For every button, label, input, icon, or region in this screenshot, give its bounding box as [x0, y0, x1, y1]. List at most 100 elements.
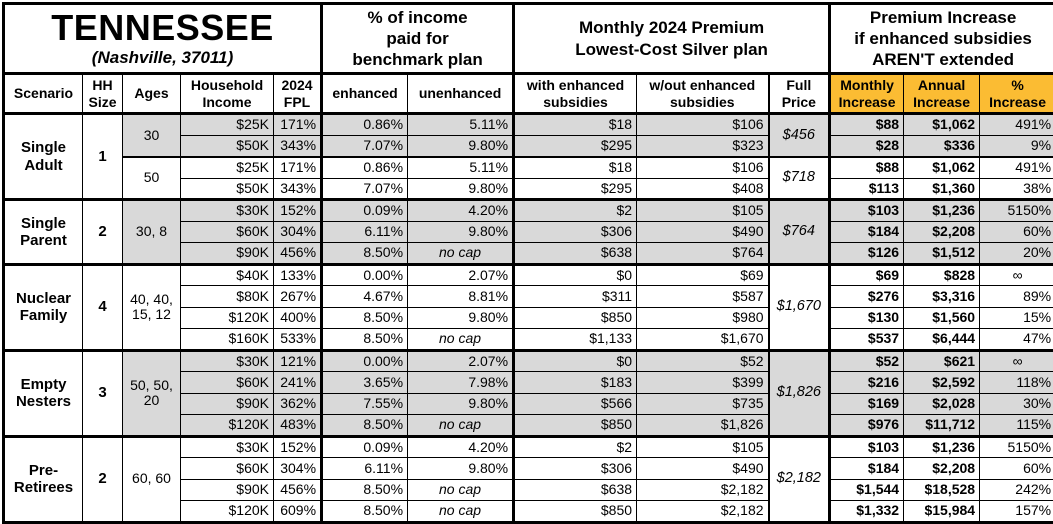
- cell-premium-without-subsidies: $408: [637, 178, 769, 200]
- cell-annual-increase: $1,360: [904, 178, 980, 200]
- cell-monthly-increase: $216: [830, 372, 904, 394]
- cell-ages: 30, 8: [123, 200, 181, 265]
- cell-household-income: $25K: [181, 114, 274, 136]
- cell-annual-increase: $1,236: [904, 200, 980, 222]
- cell-unenhanced-pct: 8.81%: [408, 286, 514, 308]
- cell-household-income: $90K: [181, 243, 274, 265]
- cell-premium-with-subsidies: $0: [514, 350, 637, 372]
- cell-monthly-increase: $537: [830, 329, 904, 351]
- premium-section-header: Monthly 2024 Premium Lowest-Cost Silver …: [514, 4, 830, 74]
- cell-premium-with-subsidies: $306: [514, 458, 637, 480]
- cell-pct-increase: ∞: [980, 350, 1053, 372]
- cell-annual-increase: $15,984: [904, 501, 980, 523]
- cell-premium-without-subsidies: $106: [637, 157, 769, 179]
- col-header-with-enhanced-subsidies: with enhanced subsidies: [514, 74, 637, 114]
- cell-premium-with-subsidies: $638: [514, 479, 637, 501]
- cell-pct-increase: 89%: [980, 286, 1053, 308]
- cell-household-income: $120K: [181, 501, 274, 523]
- cell-annual-increase: $6,444: [904, 329, 980, 351]
- cell-household-income: $90K: [181, 393, 274, 415]
- cell-premium-with-subsidies: $0: [514, 264, 637, 286]
- cell-fpl: 456%: [274, 243, 322, 265]
- cell-premium-with-subsidies: $850: [514, 501, 637, 523]
- col-header-ages: Ages: [123, 74, 181, 114]
- col-header-household-income: Household Income: [181, 74, 274, 114]
- cell-premium-without-subsidies: $52: [637, 350, 769, 372]
- cell-premium-without-subsidies: $735: [637, 393, 769, 415]
- cell-enhanced-pct: 7.07%: [322, 178, 408, 200]
- cell-annual-increase: $2,028: [904, 393, 980, 415]
- cell-monthly-increase: $976: [830, 415, 904, 437]
- cell-pct-increase: 491%: [980, 114, 1053, 136]
- column-header-row: Scenario HH Size Ages Household Income 2…: [4, 74, 1053, 114]
- cell-pct-increase: 242%: [980, 479, 1053, 501]
- cell-premium-without-subsidies: $764: [637, 243, 769, 265]
- cell-monthly-increase: $1,332: [830, 501, 904, 523]
- cell-enhanced-pct: 0.86%: [322, 114, 408, 136]
- cell-premium-without-subsidies: $490: [637, 458, 769, 480]
- cell-premium-with-subsidies: $1,133: [514, 329, 637, 351]
- cell-pct-increase: 115%: [980, 415, 1053, 437]
- cell-premium-without-subsidies: $980: [637, 307, 769, 329]
- cell-ages: 30: [123, 114, 181, 157]
- cell-scenario: Pre- Retirees: [4, 436, 83, 522]
- cell-fpl: 304%: [274, 458, 322, 480]
- cell-fpl: 609%: [274, 501, 322, 523]
- cell-enhanced-pct: 6.11%: [322, 221, 408, 243]
- cell-premium-without-subsidies: $2,182: [637, 479, 769, 501]
- cell-fpl: 400%: [274, 307, 322, 329]
- cell-enhanced-pct: 8.50%: [322, 329, 408, 351]
- cell-annual-increase: $2,208: [904, 458, 980, 480]
- cell-unenhanced-pct: no cap: [408, 501, 514, 523]
- cell-fpl: 171%: [274, 114, 322, 136]
- cell-monthly-increase: $28: [830, 135, 904, 157]
- cell-enhanced-pct: 4.67%: [322, 286, 408, 308]
- cell-pct-increase: 47%: [980, 329, 1053, 351]
- cell-premium-with-subsidies: $2: [514, 200, 637, 222]
- cell-annual-increase: $1,062: [904, 114, 980, 136]
- cell-premium-with-subsidies: $850: [514, 307, 637, 329]
- cell-pct-increase: 30%: [980, 393, 1053, 415]
- cell-ages: 50: [123, 157, 181, 200]
- cell-unenhanced-pct: 7.98%: [408, 372, 514, 394]
- cell-fpl: 171%: [274, 157, 322, 179]
- cell-pct-increase: 38%: [980, 178, 1053, 200]
- cell-pct-increase: 5150%: [980, 436, 1053, 458]
- cell-premium-without-subsidies: $106: [637, 114, 769, 136]
- cell-hh-size: 3: [83, 350, 123, 436]
- cell-premium-without-subsidies: $1,670: [637, 329, 769, 351]
- cell-household-income: $90K: [181, 479, 274, 501]
- cell-household-income: $80K: [181, 286, 274, 308]
- cell-unenhanced-pct: no cap: [408, 479, 514, 501]
- cell-fpl: 343%: [274, 135, 322, 157]
- cell-pct-increase: 60%: [980, 221, 1053, 243]
- cell-monthly-increase: $1,544: [830, 479, 904, 501]
- cell-unenhanced-pct: 4.20%: [408, 436, 514, 458]
- cell-full-price: $456: [769, 114, 830, 157]
- col-header-scenario: Scenario: [4, 74, 83, 114]
- cell-annual-increase: $2,592: [904, 372, 980, 394]
- cell-premium-with-subsidies: $295: [514, 135, 637, 157]
- cell-household-income: $60K: [181, 458, 274, 480]
- cell-fpl: 343%: [274, 178, 322, 200]
- cell-annual-increase: $2,208: [904, 221, 980, 243]
- cell-hh-size: 1: [83, 114, 123, 200]
- cell-pct-increase: 157%: [980, 501, 1053, 523]
- cell-enhanced-pct: 8.50%: [322, 415, 408, 437]
- cell-unenhanced-pct: 4.20%: [408, 200, 514, 222]
- cell-fpl: 483%: [274, 415, 322, 437]
- cell-unenhanced-pct: no cap: [408, 329, 514, 351]
- cell-unenhanced-pct: no cap: [408, 243, 514, 265]
- cell-pct-increase: 118%: [980, 372, 1053, 394]
- cell-monthly-increase: $126: [830, 243, 904, 265]
- cell-unenhanced-pct: 2.07%: [408, 350, 514, 372]
- location-subtitle: (Nashville, 37011): [9, 48, 316, 68]
- cell-unenhanced-pct: 9.80%: [408, 458, 514, 480]
- cell-annual-increase: $828: [904, 264, 980, 286]
- cell-pct-increase: 60%: [980, 458, 1053, 480]
- cell-premium-with-subsidies: $18: [514, 114, 637, 136]
